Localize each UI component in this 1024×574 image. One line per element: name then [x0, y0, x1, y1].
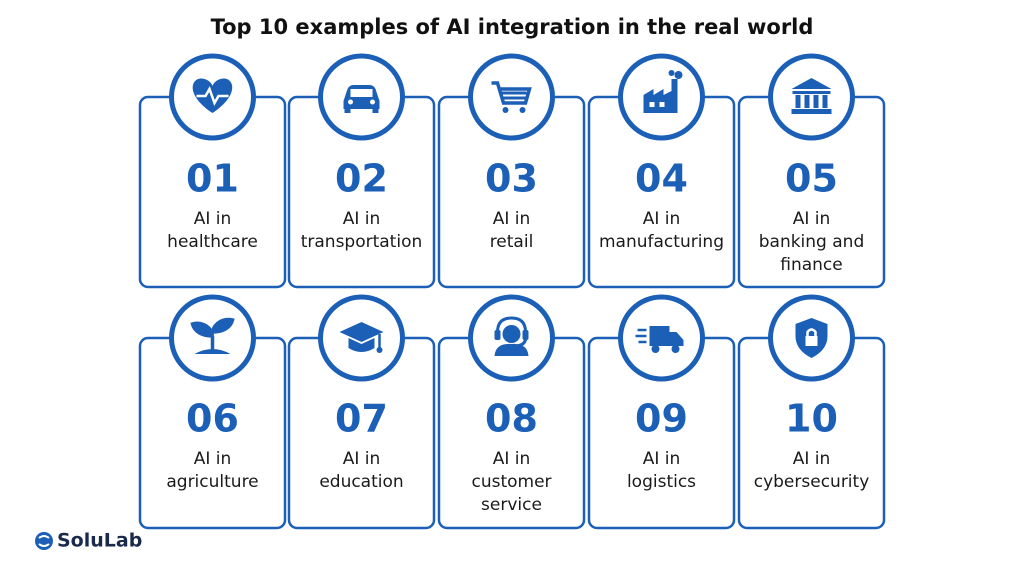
icon [339, 322, 384, 342]
icon [635, 326, 684, 353]
card-label: education [319, 472, 403, 492]
card: 09 AI in logistics [587, 294, 736, 530]
card-number: 08 [485, 397, 538, 441]
card-label: retail [490, 232, 534, 252]
card-label: AI in [793, 449, 831, 469]
card: 05 AI in banking and finance [737, 53, 886, 289]
icon [494, 316, 529, 356]
card: 02 AI in transportation [287, 53, 436, 289]
card-label: AI in [343, 209, 381, 229]
icon [671, 345, 680, 353]
icon [519, 107, 526, 113]
card-label: finance [780, 255, 842, 275]
card-label: manufacturing [599, 232, 724, 252]
logo-text: SoluLab [57, 530, 142, 552]
icon [813, 95, 819, 108]
icon [343, 85, 380, 113]
logo-mark-detail [38, 535, 50, 547]
card-number: 10 [785, 397, 838, 441]
icon [792, 91, 831, 94]
card-number: 09 [635, 397, 688, 441]
card-label: AI in [493, 449, 531, 469]
card-label: healthcare [167, 232, 258, 252]
card: 03 AI in retail [437, 53, 586, 289]
icon [806, 328, 817, 336]
icon [791, 78, 832, 89]
icon [339, 322, 384, 353]
icon [635, 328, 647, 344]
icon [669, 332, 684, 346]
icon [643, 70, 683, 113]
icon [791, 109, 832, 114]
card-label: AI in [643, 209, 681, 229]
icon [522, 330, 529, 340]
card: 07 AI in education [287, 294, 436, 530]
card: 08 AI in customer service [437, 294, 586, 530]
icon [370, 99, 375, 105]
icon [491, 81, 532, 113]
icon-badge [768, 53, 855, 141]
card-label: AI in [194, 209, 232, 229]
card-label: cybersecurity [754, 472, 870, 492]
icon [805, 336, 818, 346]
card-number: 02 [335, 157, 388, 201]
icon [804, 95, 810, 108]
card-label: AI in [793, 209, 831, 229]
card-number: 06 [186, 397, 239, 441]
card-label: AI in [194, 449, 232, 469]
icon [659, 102, 665, 107]
card-label: service [481, 495, 542, 515]
icon [348, 338, 375, 352]
icon [496, 316, 527, 348]
icon [192, 78, 233, 113]
title: Top 10 examples of AI integration in the… [211, 15, 814, 39]
card-label: AI in [343, 449, 381, 469]
logo-mark [35, 532, 53, 550]
card-label: AI in [643, 449, 681, 469]
icon [350, 89, 373, 97]
icon [502, 107, 509, 113]
card: 10 AI in cybersecurity [737, 294, 886, 530]
icon [344, 107, 351, 113]
card-number: 03 [485, 157, 538, 201]
icon [822, 95, 828, 108]
card-number: 05 [785, 157, 838, 201]
icon [668, 70, 675, 76]
icon [649, 102, 655, 107]
icon [372, 107, 379, 113]
icon [649, 326, 670, 346]
icon [190, 317, 235, 350]
card: 04 AI in manufacturing [587, 53, 736, 289]
icon [491, 81, 532, 105]
icon [502, 325, 521, 343]
icon [196, 86, 229, 106]
icon [500, 91, 527, 100]
card-number: 01 [186, 157, 239, 201]
icon [795, 318, 828, 358]
card: 01 AI in healthcare [138, 53, 287, 289]
card: 06 AI in agriculture [138, 294, 287, 530]
card-label: customer [471, 472, 551, 492]
icon [651, 345, 660, 353]
icon [494, 330, 501, 340]
icon [674, 71, 683, 79]
card-number: 07 [335, 397, 388, 441]
card-label: banking and [759, 232, 865, 252]
card-label: transportation [301, 232, 423, 252]
icon [376, 347, 383, 353]
icon [795, 95, 801, 108]
card-number: 04 [635, 157, 688, 201]
card-label: agriculture [166, 472, 258, 492]
icon [348, 99, 353, 105]
icon [194, 349, 231, 354]
card-label: AI in [493, 209, 531, 229]
icon [190, 317, 235, 354]
logo: SoluLab [35, 530, 142, 552]
card-label: logistics [627, 472, 696, 492]
icon [791, 78, 832, 114]
